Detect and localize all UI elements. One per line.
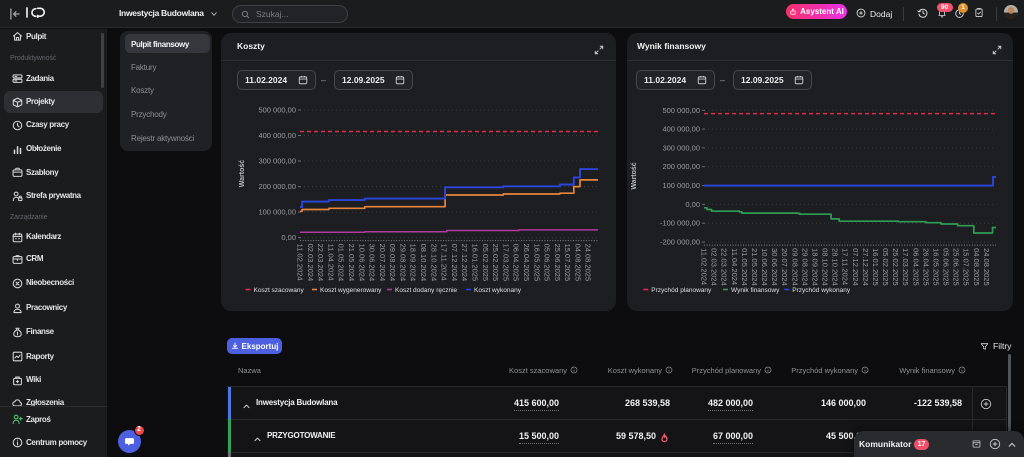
svg-text:04.08.2025: 04.08.2025 [972, 248, 981, 286]
svg-text:11.04.2024: 11.04.2024 [326, 244, 335, 281]
svg-text:25.06.2025: 25.06.2025 [553, 244, 562, 282]
svg-text:400 000,00: 400 000,00 [662, 125, 700, 134]
svg-text:27.12.2024: 27.12.2024 [861, 248, 870, 286]
svg-text:15.07.2025: 15.07.2025 [962, 248, 971, 286]
svg-text:29.08.2024: 29.08.2024 [398, 244, 407, 282]
svg-text:05.06.2025: 05.06.2025 [942, 248, 951, 286]
svg-text:20.07.2024: 20.07.2024 [780, 248, 789, 286]
svg-text:100 000,00: 100 000,00 [258, 208, 296, 217]
svg-text:06.04.2025: 06.04.2025 [512, 244, 521, 282]
svg-text:Koszt wygenerowany: Koszt wygenerowany [320, 287, 382, 294]
svg-text:-200 000,00: -200 000,00 [660, 238, 700, 247]
svg-text:21.05.2024: 21.05.2024 [347, 244, 356, 282]
svg-text:Koszt dodany ręcznie: Koszt dodany ręcznie [395, 287, 458, 294]
svg-text:07.12.2024: 07.12.2024 [851, 248, 860, 286]
svg-text:16.01.2025: 16.01.2025 [871, 248, 880, 286]
svg-text:11.02.2024: 11.02.2024 [296, 244, 305, 281]
svg-text:Wynik finansowy: Wynik finansowy [731, 287, 780, 294]
svg-text:08.10.2024: 08.10.2024 [821, 248, 830, 286]
svg-text:Koszt szacowany: Koszt szacowany [254, 287, 305, 294]
svg-text:18.09.2024: 18.09.2024 [409, 244, 418, 282]
svg-text:10.06.2024: 10.06.2024 [760, 248, 769, 286]
svg-text:05.02.2025: 05.02.2025 [481, 244, 490, 282]
svg-text:11.02.2024: 11.02.2024 [700, 248, 709, 285]
svg-text:05.06.2025: 05.06.2025 [543, 244, 552, 282]
svg-text:20.07.2024: 20.07.2024 [378, 244, 387, 282]
svg-text:06.04.2025: 06.04.2025 [911, 248, 920, 286]
svg-text:400 000,00: 400 000,00 [258, 131, 296, 140]
svg-text:-100 000,00: -100 000,00 [660, 219, 700, 228]
svg-text:Wartość: Wartość [239, 160, 246, 187]
svg-text:Wartość: Wartość [631, 162, 638, 189]
svg-text:15.07.2025: 15.07.2025 [563, 244, 572, 282]
svg-text:07.12.2024: 07.12.2024 [450, 244, 459, 282]
svg-text:0,00: 0,00 [281, 233, 296, 242]
svg-text:25.02.2025: 25.02.2025 [491, 244, 500, 282]
svg-text:09.08.2024: 09.08.2024 [790, 248, 799, 286]
svg-text:17.11.2024: 17.11.2024 [440, 244, 449, 281]
svg-text:25.06.2025: 25.06.2025 [952, 248, 961, 286]
svg-text:22.03.2024: 22.03.2024 [316, 244, 325, 282]
svg-text:17.03.2025: 17.03.2025 [901, 248, 910, 286]
svg-text:24.08.2025: 24.08.2025 [982, 248, 991, 286]
svg-text:16.01.2025: 16.01.2025 [471, 244, 480, 282]
svg-text:11.04.2024: 11.04.2024 [730, 248, 739, 285]
svg-text:24.08.2025: 24.08.2025 [584, 244, 593, 282]
svg-text:01.05.2024: 01.05.2024 [337, 244, 346, 282]
svg-text:08.10.2024: 08.10.2024 [419, 244, 428, 282]
svg-text:29.08.2024: 29.08.2024 [800, 248, 809, 286]
svg-text:30.06.2024: 30.06.2024 [770, 248, 779, 286]
svg-text:05.02.2025: 05.02.2025 [881, 248, 890, 286]
svg-text:100 000,00: 100 000,00 [662, 181, 700, 190]
svg-text:Przychód wykonany: Przychód wykonany [792, 287, 851, 294]
svg-text:27.12.2024: 27.12.2024 [460, 244, 469, 282]
svg-text:500 000,00: 500 000,00 [258, 106, 296, 115]
svg-text:02.03.2024: 02.03.2024 [710, 248, 719, 286]
svg-text:300 000,00: 300 000,00 [258, 157, 296, 166]
svg-text:26.04.2025: 26.04.2025 [921, 248, 930, 286]
svg-text:21.05.2024: 21.05.2024 [750, 248, 759, 286]
svg-text:Przychód planowany: Przychód planowany [651, 287, 712, 294]
svg-text:26.04.2025: 26.04.2025 [522, 244, 531, 282]
svg-text:16.05.2025: 16.05.2025 [932, 248, 941, 286]
svg-text:22.03.2024: 22.03.2024 [720, 248, 729, 286]
svg-text:200 000,00: 200 000,00 [258, 182, 296, 191]
svg-text:30.06.2024: 30.06.2024 [368, 244, 377, 282]
svg-text:28.10.2024: 28.10.2024 [831, 248, 840, 286]
svg-text:28.10.2024: 28.10.2024 [429, 244, 438, 282]
svg-text:09.08.2024: 09.08.2024 [388, 244, 397, 282]
svg-text:0,00: 0,00 [685, 200, 700, 209]
svg-text:16.05.2025: 16.05.2025 [532, 244, 541, 282]
svg-text:Koszt wykonany: Koszt wykonany [474, 287, 522, 294]
svg-text:25.02.2025: 25.02.2025 [891, 248, 900, 286]
svg-text:18.09.2024: 18.09.2024 [810, 248, 819, 286]
svg-text:17.03.2025: 17.03.2025 [501, 244, 510, 282]
svg-text:17.11.2024: 17.11.2024 [841, 248, 850, 285]
svg-text:300 000,00: 300 000,00 [662, 143, 700, 152]
svg-text:500 000,00: 500 000,00 [662, 106, 700, 115]
svg-text:200 000,00: 200 000,00 [662, 162, 700, 171]
svg-text:02.03.2024: 02.03.2024 [306, 244, 315, 282]
svg-text:10.06.2024: 10.06.2024 [357, 244, 366, 282]
svg-text:04.08.2025: 04.08.2025 [573, 244, 582, 282]
svg-text:01.05.2024: 01.05.2024 [740, 248, 749, 286]
